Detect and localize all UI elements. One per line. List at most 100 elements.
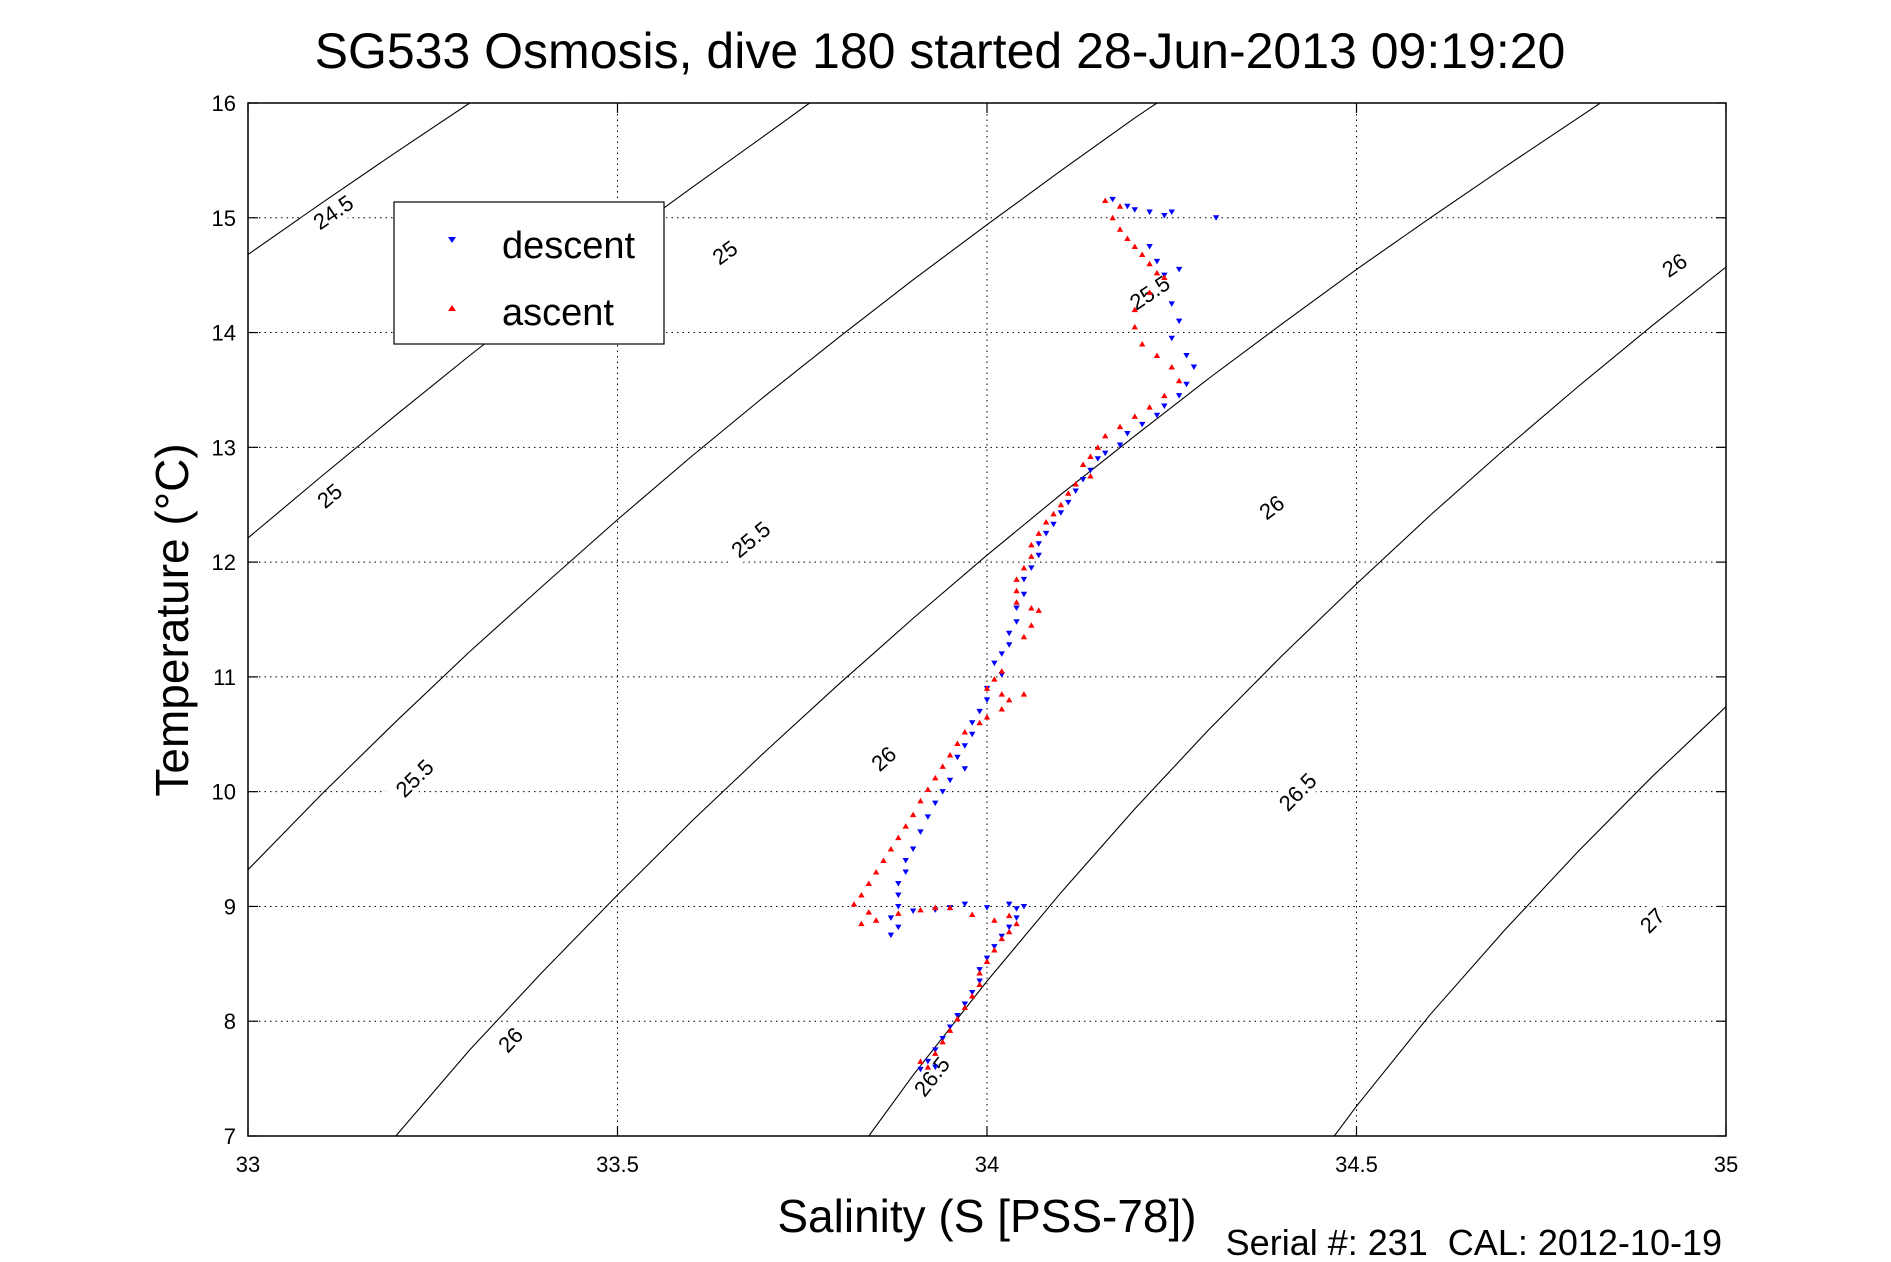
contour-line-24-5 xyxy=(248,103,471,255)
legend-box xyxy=(393,201,665,345)
ascent-point xyxy=(872,869,880,875)
ascent-point xyxy=(865,880,872,886)
contour-label: 26.5 xyxy=(902,1044,961,1108)
ascent-point xyxy=(998,706,1005,712)
descent-point xyxy=(983,697,991,703)
contour-label: 25.5 xyxy=(719,510,782,569)
descent-point xyxy=(983,905,991,911)
ascent-point xyxy=(1138,341,1146,347)
ascent-point xyxy=(895,910,902,916)
serial-footer: Serial #: 231 CAL: 2012-10-19 xyxy=(1226,1222,1722,1262)
ascent-point xyxy=(865,909,872,915)
ascent-point xyxy=(932,1050,939,1056)
descent-point xyxy=(1020,591,1028,598)
descent-point xyxy=(1079,476,1087,483)
x-tick-label: 33.5 xyxy=(596,1152,639,1177)
contour-label-knockout xyxy=(1267,761,1328,823)
descent-point xyxy=(976,967,983,973)
ascent-point xyxy=(1065,490,1072,496)
ascent-point xyxy=(1131,413,1138,419)
ascent-point xyxy=(1035,530,1042,536)
descent-point xyxy=(1212,215,1220,221)
ascent-point xyxy=(924,1064,932,1070)
descent-point xyxy=(895,892,902,898)
ascent-point xyxy=(976,981,983,987)
descent-point xyxy=(961,766,969,772)
descent-point xyxy=(976,978,983,985)
descent-point xyxy=(1161,212,1168,219)
descent-point xyxy=(1020,903,1028,910)
ascent-point xyxy=(1028,605,1035,611)
descent-point xyxy=(887,932,895,939)
ascent-point xyxy=(954,740,961,746)
x-tick-label: 35 xyxy=(1714,1152,1738,1177)
descent-point xyxy=(939,789,946,795)
ascent-point xyxy=(1042,518,1050,525)
descent-point xyxy=(1013,605,1020,612)
y-tick-label: 15 xyxy=(212,206,236,231)
ascent-point xyxy=(1109,214,1116,221)
descent-point xyxy=(924,814,932,820)
ascent-point xyxy=(1028,622,1035,628)
ascent-point xyxy=(961,1004,969,1010)
x-tick-label: 34 xyxy=(975,1152,999,1177)
y-tick-label: 11 xyxy=(213,665,236,690)
descent-point xyxy=(946,777,954,784)
descent-point xyxy=(976,708,983,715)
ascent-point xyxy=(1153,269,1161,276)
y-tick-label: 12 xyxy=(212,550,236,575)
descent-point xyxy=(1131,207,1138,213)
ascent-point xyxy=(991,917,998,923)
contour-label-knockout xyxy=(383,747,445,809)
chart-title: SG533 Osmosis, dive 180 started 28-Jun-2… xyxy=(315,23,1566,79)
ascent-point xyxy=(1035,607,1042,613)
ascent-point xyxy=(902,823,909,829)
series-descent xyxy=(887,196,1220,1073)
descent-point xyxy=(895,903,902,910)
ascent-point xyxy=(895,834,902,841)
descent-point xyxy=(932,1064,939,1071)
contour-label-knockout xyxy=(703,231,747,273)
y-tick-label: 9 xyxy=(224,894,236,919)
ascent-point xyxy=(961,728,969,735)
series-ascent xyxy=(850,197,1183,1070)
ascent-point xyxy=(1020,633,1028,640)
ascent-point xyxy=(850,901,858,907)
ascent-point xyxy=(983,958,991,965)
ascent-point xyxy=(1153,352,1161,359)
ascent-point xyxy=(1028,541,1035,548)
ascent-point xyxy=(946,904,954,911)
descent-point xyxy=(1161,403,1168,410)
descent-point xyxy=(946,1024,954,1030)
y-tick-label: 14 xyxy=(212,321,236,346)
contour-label-knockout xyxy=(902,1044,961,1108)
descent-point xyxy=(1057,510,1065,516)
descent-point xyxy=(1168,335,1175,342)
y-tick-label: 10 xyxy=(212,780,236,805)
descent-point xyxy=(969,990,976,996)
descent-point xyxy=(1005,642,1013,648)
descent-point xyxy=(917,829,924,835)
ascent-point xyxy=(1175,377,1183,384)
contour-label-knockout xyxy=(1652,244,1696,286)
ascent-point xyxy=(858,891,865,898)
legend-descent-label: descent xyxy=(502,225,636,267)
contour-label-knockout xyxy=(862,737,905,780)
descent-point xyxy=(969,720,976,726)
ascent-point xyxy=(909,811,917,818)
ascent-point xyxy=(1013,576,1020,582)
descent-point xyxy=(939,1035,946,1042)
ascent-point xyxy=(858,920,865,927)
legend: descent ascent xyxy=(393,201,665,345)
descent-point xyxy=(1146,243,1153,250)
ascent-point xyxy=(1005,912,1013,919)
y-tick-label: 16 xyxy=(212,91,236,116)
descent-point xyxy=(1175,266,1183,273)
descent-point xyxy=(1109,196,1116,203)
ascent-point xyxy=(1013,920,1020,927)
descent-point xyxy=(1050,521,1057,528)
ascent-point xyxy=(1138,251,1146,258)
descent-point xyxy=(1153,412,1161,419)
